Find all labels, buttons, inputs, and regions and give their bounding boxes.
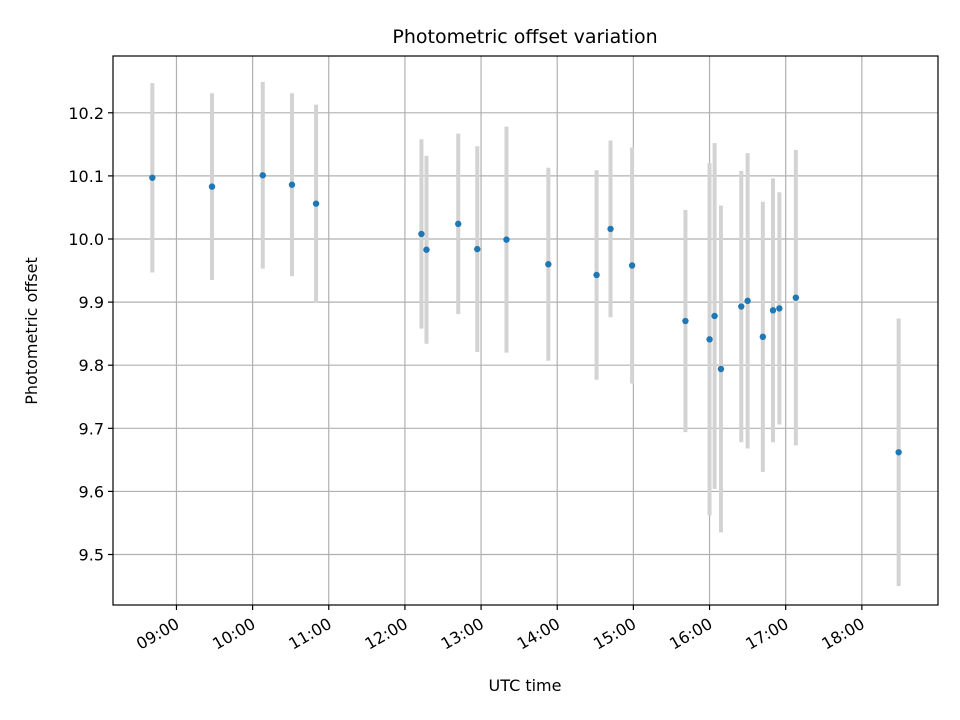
y-tick-label: 9.6 [79,482,104,501]
data-point [769,307,777,314]
y-tick-label: 9.7 [79,419,104,438]
data-point [717,365,725,373]
x-axis-label: UTC time [489,676,562,695]
y-tick-label: 9.8 [79,356,104,375]
data-point [706,336,713,343]
y-tick-label: 10.2 [68,104,104,123]
data-point [503,236,510,243]
plot-frame [112,55,939,606]
data-point [607,225,614,233]
data-point [744,297,751,305]
data-point [895,449,902,456]
data-point [474,245,481,253]
data-point [628,262,636,269]
data-points [149,172,902,456]
data-point [312,200,320,207]
grid [113,56,938,605]
data-point [792,294,800,301]
data-point [593,271,600,279]
data-point [259,172,266,179]
data-point [776,305,783,312]
y-axis-ticks: 9.5 9.6 9.7 9.8 9.9 10.0 10.1 10.2 [68,104,113,565]
data-point [288,181,296,188]
data-point [682,317,689,325]
y-tick-label: 10.1 [68,167,104,186]
y-tick-label: 10.0 [68,230,104,249]
y-tick-label: 9.9 [79,293,104,312]
data-point [545,261,552,268]
y-axis-label: Photometric offset [22,257,41,405]
data-point [418,230,425,238]
data-point [208,183,216,190]
chart-title: Photometric offset variation [392,26,657,48]
data-point [738,303,745,310]
data-point [455,220,462,228]
data-point [711,312,718,320]
data-point [759,333,767,341]
data-point [423,246,430,253]
data-point [149,174,156,181]
y-tick-label: 9.5 [79,546,104,565]
